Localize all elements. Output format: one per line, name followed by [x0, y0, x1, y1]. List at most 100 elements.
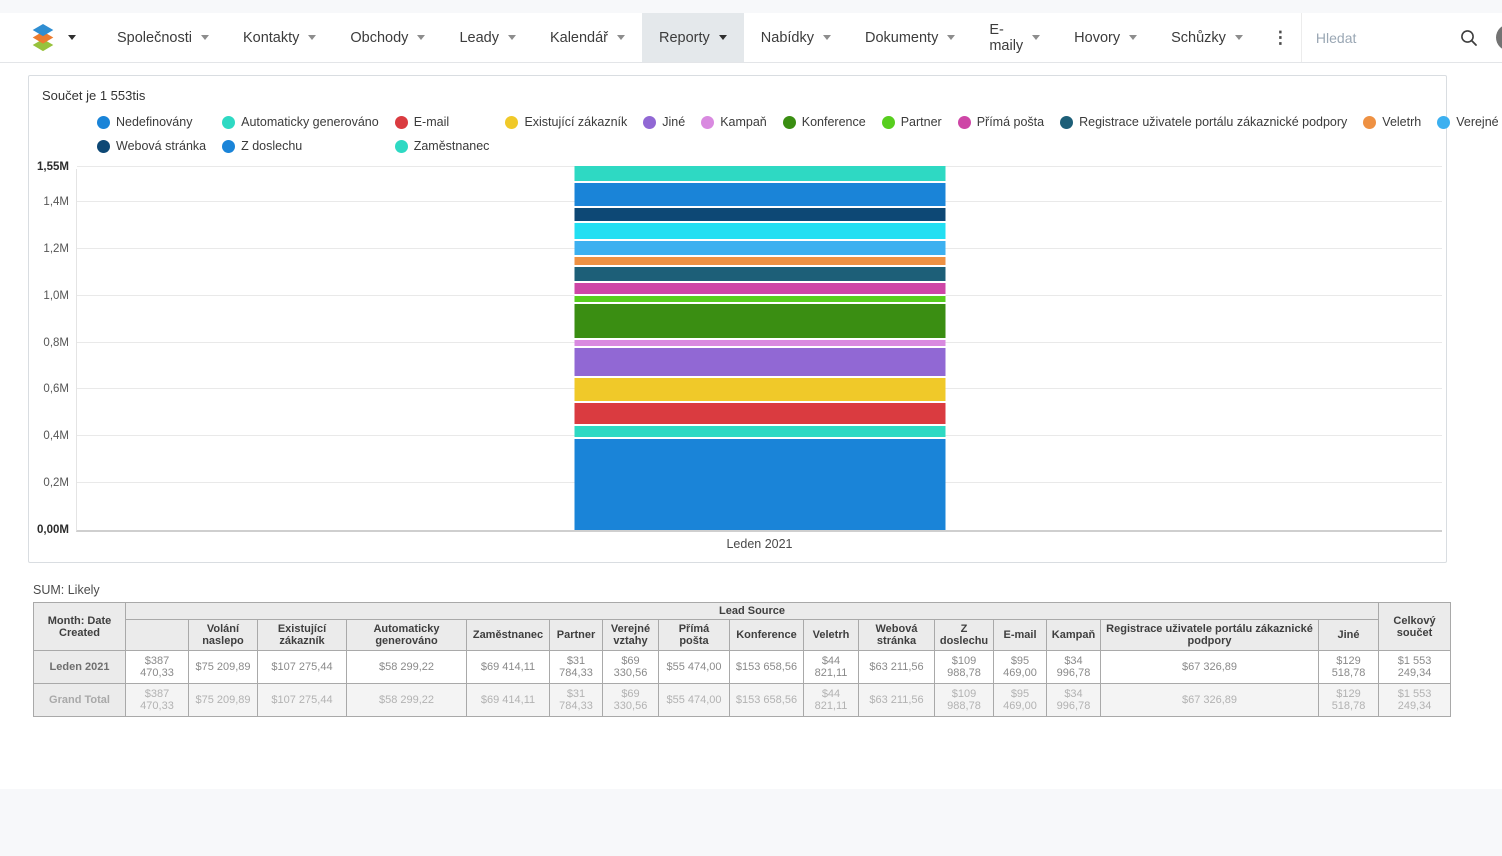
legend-dot-icon [394, 115, 408, 129]
nav-item-obchody[interactable]: Obchody [333, 13, 442, 62]
legend-item[interactable]: Automaticky generováno [222, 115, 379, 129]
nav-item-label: Kalendář [549, 29, 608, 46]
column-header: Webová stránka [858, 619, 935, 651]
main-menu: Společnosti Kontakty Obchody Leady Kalendář R… [100, 13, 1260, 62]
chevron-down-icon [308, 35, 317, 40]
legend-item[interactable]: Z doslechu [222, 139, 379, 153]
legend-item[interactable]: Jiné [643, 115, 685, 129]
bar-segment-jiné[interactable] [574, 347, 945, 379]
legend-label: Automaticky generováno [241, 115, 379, 129]
nav-item-kontakty[interactable]: Kontakty [226, 13, 333, 62]
nav-item-hovory[interactable]: Hovory [1057, 13, 1154, 62]
value-cell: $63 211,56 [858, 683, 935, 717]
chevron-down-icon [1234, 35, 1243, 40]
nav-item-schůzky[interactable]: Schůzky [1154, 13, 1260, 62]
column-header: Konference [729, 619, 804, 651]
legend-label: Z doslechu [241, 139, 303, 153]
y-axis-tick-label: 0,6M [43, 383, 69, 396]
legend-label: Přímá pošta [976, 115, 1045, 129]
page-content: Součet je 1 553tis Nedefinovány Automatic… [0, 63, 1502, 855]
legend-dot-icon [1363, 115, 1377, 129]
legend-item[interactable]: E-mail [394, 115, 490, 129]
value-cell: $95 469,00 [993, 650, 1047, 684]
legend-item[interactable]: Přímá pošta [957, 115, 1045, 129]
legend-dot-icon [1060, 115, 1074, 129]
column-header: Zaměstnanec [466, 619, 550, 651]
bar-segment-veletrh[interactable] [574, 257, 945, 268]
value-cell: $44 821,11 [803, 650, 859, 684]
logo-caret-icon [68, 35, 76, 40]
value-cell: $67 326,89 [1100, 650, 1319, 684]
legend-label: Jiné [662, 115, 686, 129]
legend-item[interactable]: Kampaň [701, 115, 767, 129]
nav-item-nabídky[interactable]: Nabídky [744, 13, 848, 62]
chevron-down-icon [1129, 35, 1138, 40]
total-header: Celkový součet [1378, 602, 1452, 651]
legend-dot-icon [222, 139, 236, 153]
value-cell: $67 326,89 [1100, 683, 1319, 717]
more-tabs-button[interactable]: ⋮ [1271, 27, 1289, 47]
legend-dot-icon [394, 139, 408, 153]
legend-dot-icon [222, 115, 236, 129]
chevron-down-icon [507, 35, 516, 40]
nav-item-label: Reporty [659, 29, 710, 46]
legend-item[interactable]: Nedefinovány [97, 115, 206, 129]
value-cell: $44 821,11 [803, 683, 859, 717]
bar-segment-automaticky-generováno[interactable] [574, 425, 945, 440]
app-logo-menu[interactable] [28, 13, 76, 62]
bar-segment-konference[interactable] [574, 303, 945, 340]
nav-item-reporty[interactable]: Reporty [642, 13, 744, 62]
bar-segment-z-doslechu[interactable] [574, 182, 945, 209]
y-axis-tick-label: 0,00M [37, 524, 69, 536]
bar-segment-přímá-pošta[interactable] [574, 283, 945, 297]
nav-item-kalendář[interactable]: Kalendář [533, 13, 642, 62]
legend-dot-icon [701, 115, 715, 129]
column-header: Verejné vztahy [602, 619, 659, 651]
chevron-down-icon [417, 35, 426, 40]
legend-item[interactable]: Registrace uživatele portálu zákaznické … [1060, 115, 1347, 129]
value-cell: $31 784,33 [549, 683, 603, 717]
bar-segment-partner[interactable] [574, 296, 945, 304]
nav-item-dokumenty[interactable]: Dokumenty [848, 13, 972, 62]
bar-segment-existující-zákazník[interactable] [574, 378, 945, 404]
legend-label: Kampaň [720, 115, 767, 129]
chevron-down-icon [947, 35, 956, 40]
bar-segment-nedefinovány[interactable] [574, 439, 945, 530]
legend-item[interactable]: Veletrh [1363, 115, 1421, 129]
value-cell: $129 518,78 [1317, 650, 1380, 684]
legend-item[interactable]: Partner [881, 115, 942, 129]
nav-right-section: 0 + [1300, 13, 1502, 62]
legend-item[interactable]: Konference [782, 115, 866, 129]
legend-item[interactable]: Zaměstnanec [394, 139, 490, 153]
bar-segment-kampaň[interactable] [574, 339, 945, 348]
search-input[interactable] [1315, 29, 1454, 46]
legend-item[interactable]: Existující zákazník [505, 115, 627, 129]
bar-segment-volání-naslepo[interactable] [574, 223, 945, 241]
y-axis-tick-label: 1,55M [37, 161, 69, 173]
bar-segment-e-mail[interactable] [574, 403, 945, 426]
legend-item[interactable]: Verejné vztahy [1437, 115, 1502, 129]
bar-segment-zaměstnanec[interactable] [574, 166, 945, 183]
nav-item-e-maily[interactable]: E-maily [972, 13, 1057, 62]
chevron-down-icon [718, 35, 727, 40]
value-cell: $75 209,89 [188, 650, 258, 684]
bar-segment-registrace-uživatele-portálu-zákaznické-podpory[interactable] [574, 267, 945, 284]
bar-segment-verejné-vztahy[interactable] [574, 240, 945, 257]
legend-label: Webová stránka [116, 139, 207, 153]
nav-item-leady[interactable]: Leady [442, 13, 533, 62]
legend-item[interactable]: Webová stránka [97, 139, 206, 153]
nav-item-společnosti[interactable]: Společnosti [100, 13, 226, 62]
value-cell: $55 474,00 [658, 650, 730, 684]
row-total-cell: $1 553 249,34 [1378, 650, 1452, 684]
y-axis-tick-label: 1,2M [43, 242, 69, 255]
nav-item-label: Hovory [1074, 29, 1121, 46]
column-header: Existující zákazník [257, 619, 347, 651]
value-cell: $63 211,56 [858, 650, 935, 684]
column-header: Kampaň [1046, 619, 1101, 651]
search-icon[interactable] [1460, 29, 1478, 47]
value-cell: $58 299,22 [346, 650, 467, 684]
legend-label: Zaměstnanec [413, 139, 490, 153]
notification-badge[interactable]: 0 [1495, 24, 1502, 51]
column-header: Veletrh [803, 619, 859, 651]
bar-segment-webová-stránka[interactable] [574, 208, 945, 224]
